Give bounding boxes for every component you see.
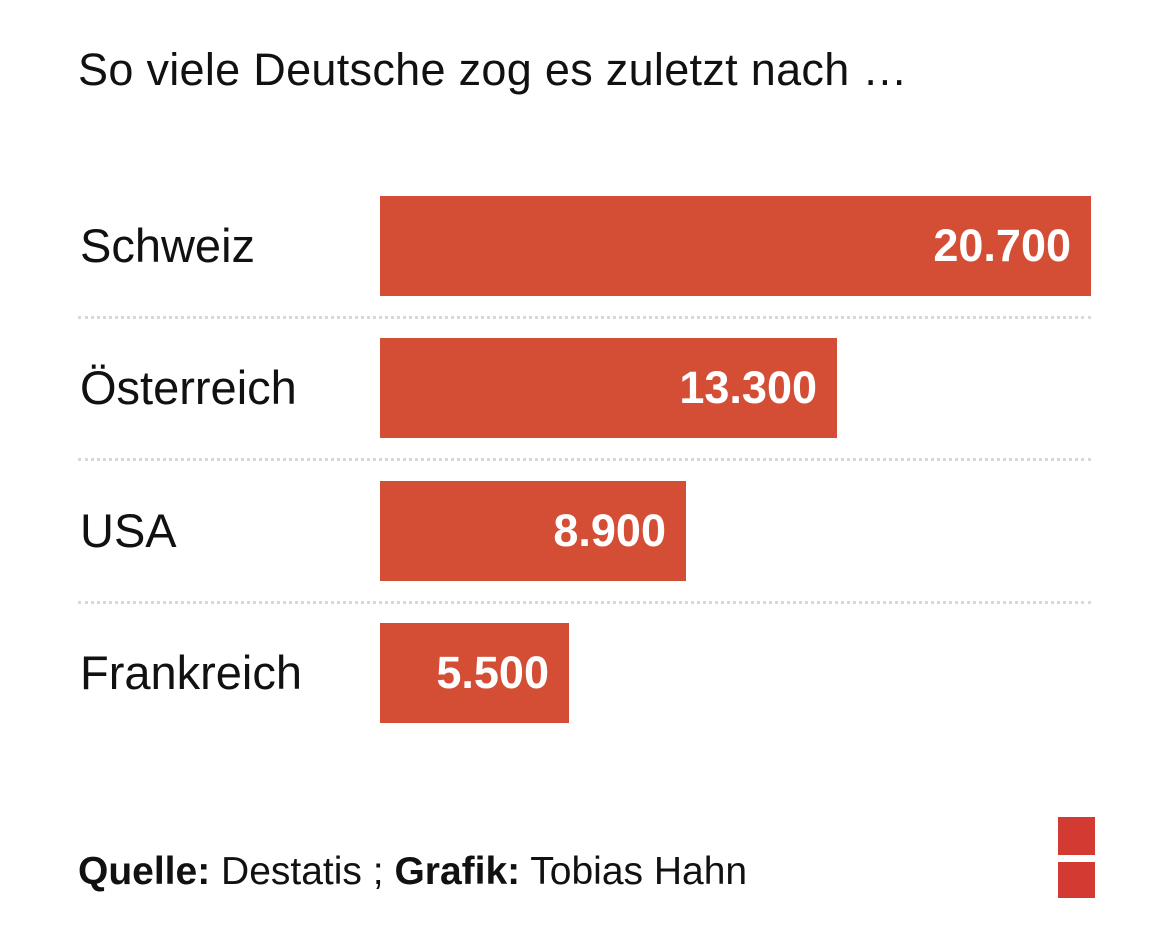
graphic-label: Grafik: [394, 850, 521, 893]
category-label: Österreich [80, 361, 297, 414]
source-label: Quelle: [78, 850, 211, 893]
bar [380, 481, 686, 581]
value-label: 20.700 [933, 220, 1071, 271]
separator [78, 601, 1091, 604]
category-label: Schweiz [80, 219, 256, 272]
source-value: Destatis ; [221, 850, 384, 893]
footer: Quelle: Destatis ; Grafik: Tobias Hahn [78, 850, 747, 894]
value-label: 5.500 [436, 647, 549, 698]
value-label: 13.300 [679, 362, 817, 413]
bar [380, 196, 1091, 296]
bar [380, 338, 837, 438]
category-label: Frankreich [80, 646, 303, 699]
bar [380, 623, 569, 723]
chart-title: So viele Deutsche zog es zuletzt nach … [78, 44, 908, 95]
category-label: USA [80, 504, 177, 557]
separator [78, 316, 1091, 319]
value-label: 8.900 [553, 505, 666, 556]
graphic-value: Tobias Hahn [530, 850, 748, 893]
logo-square-top [1058, 817, 1095, 855]
logo-square-bottom [1058, 862, 1095, 898]
separator [78, 458, 1091, 461]
